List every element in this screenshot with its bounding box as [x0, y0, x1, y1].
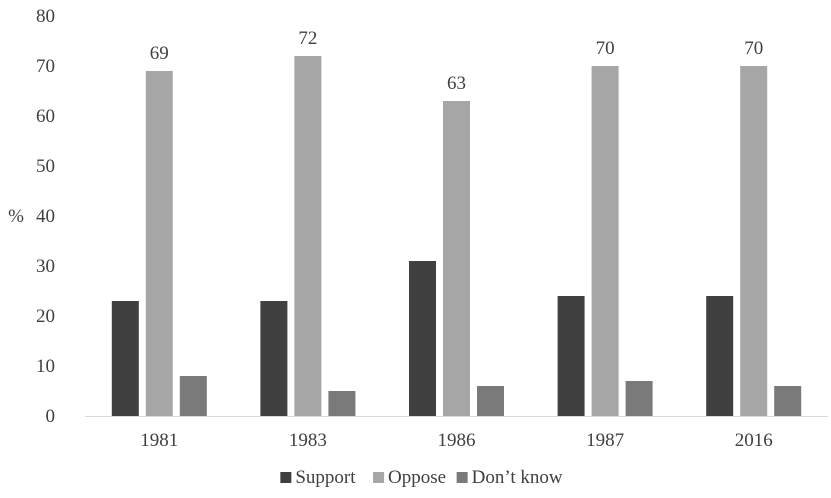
y-tick-label: 10	[36, 356, 55, 377]
x-tick-label: 1983	[289, 430, 327, 451]
y-tick-label: 0	[46, 406, 56, 427]
legend-label: Oppose	[388, 467, 446, 488]
bar-support-1983	[260, 301, 288, 416]
legend: Support Oppose Don’t know	[280, 467, 563, 488]
bar-don-t-know-1986	[477, 386, 504, 416]
legend-swatch	[373, 472, 385, 483]
y-axis: 0 10 20 30 40 50 60 70 80	[36, 6, 55, 427]
y-tick-label: 30	[36, 256, 55, 277]
y-tick-label: 20	[36, 306, 55, 327]
data-label: 72	[298, 28, 317, 49]
data-label: 70	[744, 38, 763, 59]
bar-oppose-1986	[443, 101, 470, 416]
bar-don-t-know-1987	[625, 381, 653, 416]
bar-don-t-know-1983	[328, 391, 356, 416]
plot-area: 69 72 63 70 70	[111, 28, 802, 416]
legend-swatch	[456, 472, 468, 483]
legend-label: Don’t know	[472, 467, 563, 488]
x-tick-label: 1981	[140, 430, 178, 451]
x-tick-label: 1987	[586, 430, 624, 451]
legend-label: Support	[295, 467, 356, 488]
y-tick-label: 40	[36, 206, 55, 227]
bar-support-1987	[557, 296, 585, 416]
bar-oppose-1987	[591, 66, 619, 416]
x-axis: 1981 1983 1986 1987 2016	[140, 430, 772, 451]
x-tick-label: 1986	[438, 430, 476, 451]
bar-support-1981	[111, 301, 139, 416]
bar-support-1986	[409, 261, 436, 416]
y-axis-label: %	[8, 206, 24, 227]
data-label: 63	[447, 73, 466, 94]
y-tick-label: 80	[36, 6, 55, 27]
bar-oppose-2016	[740, 66, 768, 416]
y-tick-label: 50	[36, 156, 55, 177]
bar-don-t-know-1981	[179, 376, 207, 416]
data-label: 69	[150, 43, 169, 64]
bar-oppose-1983	[294, 56, 322, 416]
bar-oppose-1981	[145, 71, 173, 416]
y-tick-label: 60	[36, 106, 55, 127]
x-tick-label: 2016	[735, 430, 773, 451]
data-label: 70	[596, 38, 615, 59]
legend-swatch	[280, 472, 292, 483]
bar-don-t-know-2016	[774, 386, 802, 416]
bar-support-2016	[706, 296, 734, 416]
y-tick-label: 70	[36, 56, 55, 77]
